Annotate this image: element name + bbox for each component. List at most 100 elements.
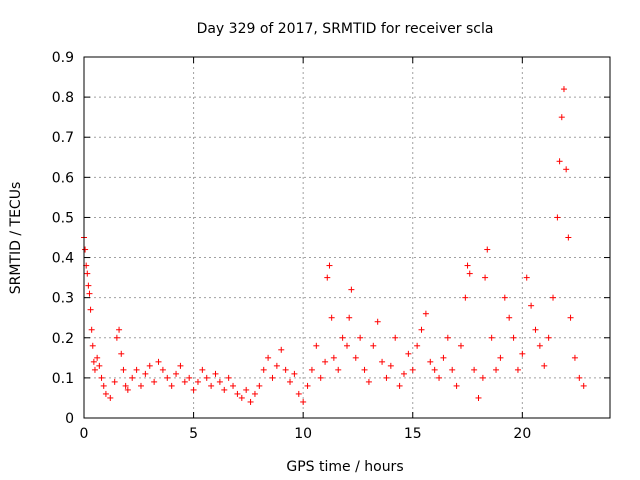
data-point (431, 366, 438, 373)
axis-ticks: 0 0.1 0.2 0.3 0.4 0.5 0.6 0.7 0.8 0.9 0 5 10 15 20 (52, 50, 610, 442)
data-point (344, 342, 350, 349)
data-point (464, 262, 471, 269)
data-point (335, 366, 342, 373)
y-tick-label: 0.7 (52, 130, 74, 146)
data-point (352, 354, 359, 361)
data-point (89, 342, 96, 349)
data-point (287, 378, 294, 385)
data-point (488, 334, 495, 341)
data-point (199, 366, 206, 373)
data-point (519, 350, 526, 357)
data-point (558, 114, 565, 121)
data-point (102, 390, 109, 397)
data-point (82, 246, 89, 253)
data-point (506, 314, 513, 321)
y-tick-label: 0.5 (52, 210, 74, 226)
data-point (291, 370, 298, 377)
data-point (247, 398, 254, 405)
data-point (339, 334, 346, 341)
data-point (278, 346, 285, 353)
y-tick-label: 0.9 (52, 50, 74, 66)
data-point (374, 318, 381, 325)
data-point (225, 374, 232, 381)
data-point (151, 378, 158, 385)
y-tick-label: 0 (65, 411, 74, 427)
data-point (256, 382, 263, 389)
data-point (159, 366, 166, 373)
data-point (484, 246, 491, 253)
data-point (90, 358, 97, 365)
data-point (440, 354, 447, 361)
data-point (251, 390, 258, 397)
x-axis-label: GPS time / hours (286, 459, 403, 475)
data-point (510, 334, 517, 341)
data-point (317, 374, 324, 381)
data-point (186, 374, 193, 381)
data-point (414, 342, 421, 349)
y-tick-label: 0.8 (52, 90, 74, 106)
data-point (273, 362, 280, 369)
data-point (96, 362, 103, 369)
data-point (462, 294, 469, 301)
data-point (100, 382, 107, 389)
data-point (265, 354, 272, 361)
x-tick-label: 10 (294, 426, 312, 442)
data-point (324, 274, 331, 281)
data-point (194, 378, 201, 385)
data-point (94, 354, 101, 361)
data-point (88, 326, 95, 333)
data-point (87, 306, 94, 313)
y-axis-label: SRMTID / TECUs (8, 182, 24, 295)
x-tick-label: 5 (189, 426, 198, 442)
data-point (282, 366, 289, 373)
data-point (212, 370, 219, 377)
y-tick-label: 0.1 (52, 371, 74, 387)
data-point (116, 326, 123, 333)
data-point (523, 274, 530, 281)
data-point (84, 270, 91, 277)
data-point (238, 394, 245, 401)
data-point (436, 374, 443, 381)
data-point (142, 370, 149, 377)
data-point (230, 382, 237, 389)
data-point (173, 370, 180, 377)
data-point (418, 326, 425, 333)
data-point (514, 366, 521, 373)
data-point (120, 366, 127, 373)
data-point (190, 386, 197, 393)
data-point (300, 398, 307, 405)
data-point (392, 334, 399, 341)
data-point (422, 310, 429, 317)
data-point (164, 374, 171, 381)
data-point (129, 374, 136, 381)
data-point (387, 362, 394, 369)
data-point (370, 342, 377, 349)
data-point (118, 350, 125, 357)
data-point (556, 158, 563, 165)
data-point (168, 382, 175, 389)
data-point (576, 374, 583, 381)
data-point (330, 354, 337, 361)
data-point (181, 378, 188, 385)
data-point (346, 314, 353, 321)
data-point (493, 366, 500, 373)
data-point (471, 366, 478, 373)
data-point (122, 382, 129, 389)
data-point (567, 314, 574, 321)
data-point (155, 358, 162, 365)
data-point (133, 366, 140, 373)
data-point (400, 370, 407, 377)
data-point (497, 354, 504, 361)
data-point (554, 214, 561, 221)
data-point (528, 302, 535, 309)
data-point (260, 366, 267, 373)
x-tick-label: 0 (80, 426, 89, 442)
data-point (221, 386, 228, 393)
data-point (453, 382, 460, 389)
data-point (550, 294, 557, 301)
data-point (475, 394, 482, 401)
grid-lines (84, 57, 610, 418)
data-point (308, 366, 315, 373)
data-point (444, 334, 451, 341)
